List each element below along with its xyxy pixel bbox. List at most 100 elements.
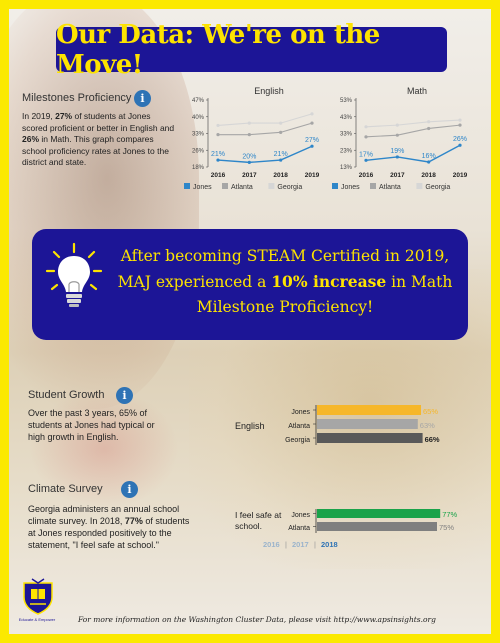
info-icon[interactable]: i <box>116 387 133 404</box>
legend-label: Georgia <box>277 184 302 191</box>
data-point <box>427 126 431 131</box>
text-line: Milestone Proficiency! <box>110 295 460 320</box>
background-photo-shirt <box>29 389 179 509</box>
data-point <box>310 112 314 116</box>
text-run: MAJ experienced a <box>117 273 272 291</box>
x-tick-label: 2016 <box>211 172 226 179</box>
chart-title: English <box>254 86 284 96</box>
data-point <box>310 121 314 125</box>
legend-swatch <box>268 183 275 189</box>
climate-paragraph: Georgia administers an annual school clim… <box>28 503 208 551</box>
bar-value-label: 65% <box>423 407 438 416</box>
x-tick-label: 2019 <box>305 172 320 179</box>
climate-heading: Climate Survey <box>28 483 103 495</box>
x-tick-label: 2019 <box>453 172 468 179</box>
y-tick-label: 47% <box>192 98 205 104</box>
text-line: MAJ experienced a 10% increase in Math <box>110 269 460 295</box>
bold-text: 26% <box>22 134 40 144</box>
data-label: 16% <box>422 153 436 160</box>
data-point <box>247 121 251 125</box>
milestones-paragraph: In 2019, 27% of students at Jones scored … <box>22 111 187 169</box>
climate-bar-chart: Jones 77% Atlanta 75% <box>288 509 458 533</box>
year-tab-2016[interactable]: 2016 <box>263 540 280 549</box>
legend-label: Jones <box>341 184 360 191</box>
bold-text: 27% <box>55 111 73 121</box>
bar-georgia <box>317 433 423 443</box>
text-line: school proficiency rates at Jones to the <box>22 146 187 158</box>
milestones-heading: Milestones Proficiency <box>22 92 132 104</box>
text-line: scored proficient or better in English a… <box>22 123 187 135</box>
text-line: climate survey. In 2018, 77% of students <box>28 515 208 527</box>
x-tick-label: 2018 <box>273 172 288 179</box>
text-run: In 2019, <box>22 111 56 121</box>
text-line: After becoming STEAM Certified in 2019, <box>110 244 460 269</box>
data-point <box>216 133 220 137</box>
text-run: school proficiency rates at Jones to the <box>22 145 169 156</box>
bar-jones <box>317 509 441 518</box>
year-tab-2017[interactable]: 2017 <box>292 540 309 549</box>
data-label: 21% <box>211 151 225 158</box>
text-line: 26% in Math. This graph compares <box>22 134 187 146</box>
text-line: Georgia administers an annual school <box>28 503 208 515</box>
data-label: 20% <box>242 153 256 160</box>
data-point <box>247 160 251 164</box>
text-run: in Math. This graph compares <box>39 134 154 144</box>
bold-text: 77% <box>124 516 143 526</box>
data-point <box>458 118 462 122</box>
series-line-jones <box>365 144 461 163</box>
x-tick-label: 2017 <box>242 172 257 179</box>
chart-title: Math <box>407 86 427 96</box>
data-point <box>279 121 283 125</box>
text-run: in Math <box>386 273 453 291</box>
text-run: of students <box>142 516 190 526</box>
info-icon[interactable]: i <box>121 481 138 498</box>
bold-text: 10% increase <box>271 272 387 291</box>
banner-text: After becoming STEAM Certified in 2019, M… <box>110 244 460 320</box>
data-label: 19% <box>390 148 404 155</box>
series-line-atlanta <box>218 122 313 136</box>
data-point <box>216 123 220 128</box>
series-line-georgia <box>365 119 461 128</box>
math-line-chart: Math 13% 23% 33% 43% 53% 2016 2017 2018 2019 17% 19… <box>332 86 468 191</box>
y-tick-label: 53% <box>340 98 353 104</box>
legend-swatch <box>184 183 190 189</box>
data-label: 21% <box>274 151 288 158</box>
data-point <box>427 120 431 124</box>
legend-swatch <box>332 183 338 189</box>
legend-swatch <box>370 183 376 189</box>
data-point <box>279 158 283 162</box>
text-run: of students at Jones <box>72 111 151 121</box>
text-run: district and state. <box>22 157 87 167</box>
data-label: 27% <box>305 137 319 144</box>
page-title: Our Data: We're on the Move! <box>56 19 380 80</box>
data-point <box>364 125 368 129</box>
data-point <box>310 144 314 148</box>
text-line: district and state. <box>22 157 187 169</box>
year-tab-separator: | <box>314 540 316 549</box>
x-tick-label: 2018 <box>421 172 436 179</box>
growth-bar-chart: Jones 65% Atlanta 63% Georgia 66% <box>285 405 440 445</box>
text-run: at Jones responded positively to the <box>28 528 172 538</box>
info-icon[interactable]: i <box>134 90 151 107</box>
bar-atlanta <box>317 522 437 531</box>
bar-value-label: 63% <box>420 421 435 430</box>
bar-category-label: Atlanta <box>288 525 310 532</box>
bar-value-label: 66% <box>425 435 440 444</box>
series-line-georgia <box>217 113 313 126</box>
data-label: 26% <box>453 136 467 143</box>
y-tick-label: 43% <box>340 115 353 121</box>
text-run: climate survey. In 2018, <box>28 516 125 526</box>
text-line: In 2019, 27% of students at Jones <box>22 111 187 123</box>
data-point <box>364 158 368 162</box>
bar-category-label: Jones <box>291 409 310 416</box>
year-tab-2018[interactable]: 2018 <box>321 540 338 549</box>
data-point <box>458 123 462 127</box>
y-tick-label: 13% <box>340 165 353 171</box>
text-line: statement, "I feel safe at school." <box>28 539 208 551</box>
data-label: 17% <box>359 151 373 158</box>
bar-category-label: Atlanta <box>288 423 310 430</box>
growth-heading: Student Growth <box>28 389 105 401</box>
y-tick-label: 33% <box>192 132 205 138</box>
data-point <box>395 123 399 127</box>
bar-category-label: Georgia <box>285 437 310 444</box>
